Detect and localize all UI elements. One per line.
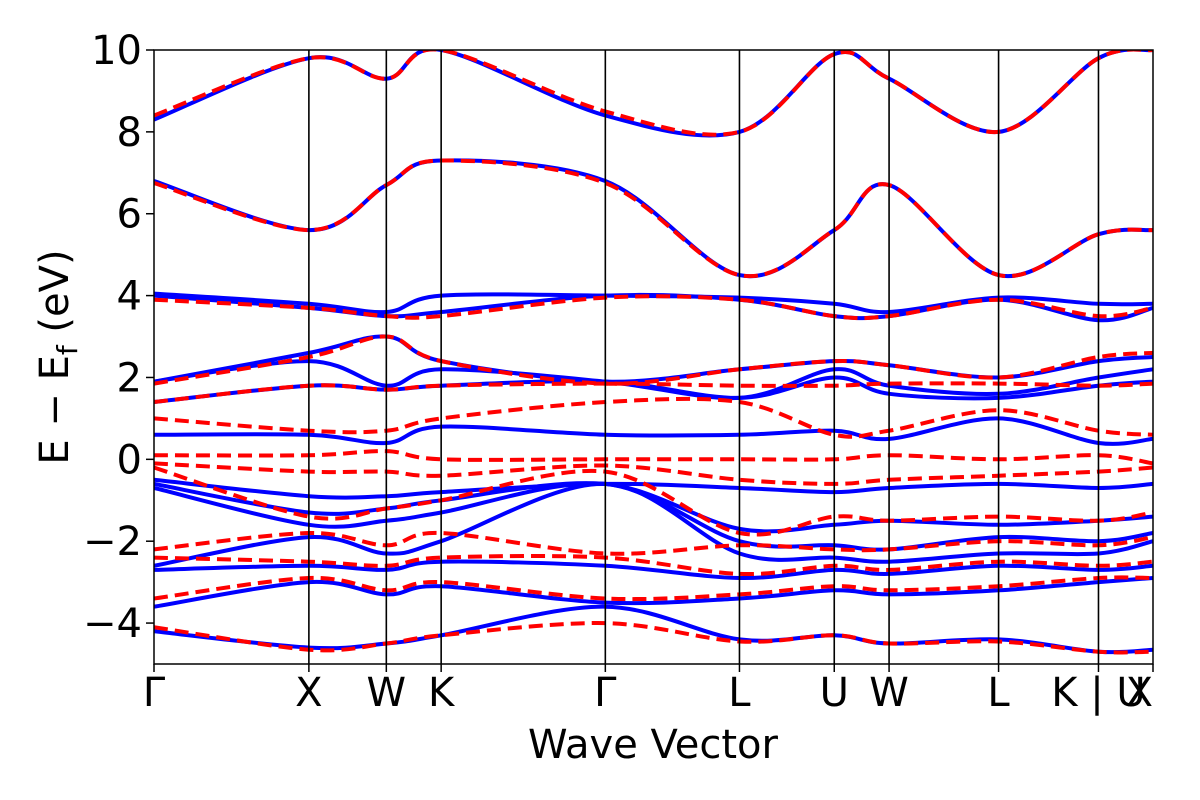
y-tick-label: 8: [117, 110, 142, 156]
y-tick-label: 6: [117, 192, 142, 238]
x-tick-label: X: [1126, 670, 1153, 716]
plot-frame: [153, 49, 1154, 665]
band-line-1-12: [154, 50, 1153, 137]
x-tick-label: L: [728, 670, 751, 716]
y-tick-label: 0: [117, 437, 142, 483]
y-tick-label: −4: [83, 601, 142, 647]
x-tick-label: K | U: [1051, 670, 1145, 716]
x-tick-label: W: [869, 670, 909, 716]
bands-layer: [154, 50, 1153, 655]
x-tick-label: L: [987, 670, 1010, 716]
band-line-1-6: [154, 449, 1153, 466]
band-line-1-8: [154, 381, 1153, 404]
x-tick-label: U: [820, 670, 849, 716]
band-line-0-2: [154, 559, 1153, 581]
band-line-1-9: [154, 334, 1153, 386]
band-line-0-9: [154, 359, 1153, 401]
band-line-0-6: [154, 477, 1153, 500]
x-tick-label: W: [367, 670, 407, 716]
band-line-0-3: [154, 481, 1153, 568]
band-series-1: [154, 50, 1153, 655]
band-line-0-5: [154, 481, 1153, 534]
band-line-1-7: [154, 396, 1153, 439]
y-axis-title: E − Ef (eV): [32, 249, 84, 464]
band-line-1-5: [154, 461, 1153, 486]
y-tick-label: 10: [91, 28, 142, 74]
y-tick-label: 4: [117, 274, 142, 320]
band-line-1-10: [154, 294, 1153, 321]
band-line-0-7: [154, 416, 1153, 446]
x-tick-label: Γ: [143, 670, 166, 716]
band-line-0-4: [154, 481, 1153, 552]
x-tick-label: Γ: [594, 670, 617, 716]
band-line-1-1: [154, 575, 1153, 602]
band-line-1-0: [154, 621, 1153, 655]
band-line-1-3: [154, 530, 1153, 556]
y-axis: −4 −2 0 2 4 6 8 10: [83, 28, 154, 647]
band-line-0-1: [154, 576, 1153, 609]
y-tick-label: 2: [117, 355, 142, 401]
x-tick-label: X: [295, 670, 322, 716]
band-line-1-2: [154, 553, 1153, 577]
x-axis-title: Wave Vector: [528, 722, 779, 768]
x-tick-label: K: [428, 670, 456, 716]
band-line-1-4: [154, 465, 1153, 537]
y-tick-label: −2: [83, 519, 142, 565]
kpoint-divider-lines: [308, 50, 1100, 664]
